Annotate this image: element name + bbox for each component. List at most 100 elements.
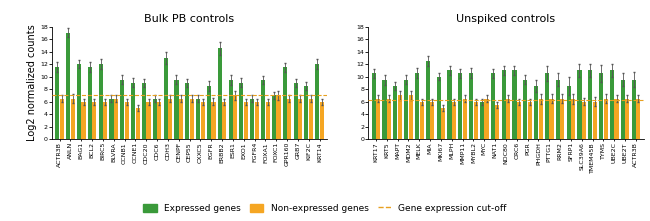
Bar xyxy=(437,77,441,139)
Bar xyxy=(60,99,64,139)
Bar xyxy=(120,80,124,139)
Bar xyxy=(153,99,157,139)
Bar xyxy=(164,58,168,139)
Bar xyxy=(528,102,532,139)
Bar xyxy=(283,67,287,139)
Bar xyxy=(298,99,302,139)
Title: Unspiked controls: Unspiked controls xyxy=(456,14,556,24)
Bar xyxy=(599,73,603,139)
Bar xyxy=(430,102,434,139)
Bar xyxy=(604,99,608,139)
Bar xyxy=(398,95,402,139)
Bar xyxy=(625,99,629,139)
Bar xyxy=(77,64,81,139)
Bar xyxy=(196,99,200,139)
Bar xyxy=(506,99,510,139)
Bar xyxy=(66,33,70,139)
Bar xyxy=(157,102,161,139)
Bar xyxy=(491,73,495,139)
Bar xyxy=(621,80,625,139)
Bar xyxy=(567,86,571,139)
Bar xyxy=(463,99,467,139)
Bar xyxy=(315,64,319,139)
Bar xyxy=(146,102,151,139)
Bar xyxy=(309,99,313,139)
Bar xyxy=(480,102,484,139)
Bar xyxy=(239,83,244,139)
Bar xyxy=(125,102,129,139)
Legend: Expressed genes, Non-expressed genes, Gene expression cut-off: Expressed genes, Non-expressed genes, Ge… xyxy=(140,200,510,217)
Bar xyxy=(495,105,499,139)
Bar xyxy=(409,95,413,139)
Bar xyxy=(131,83,135,139)
Bar xyxy=(190,99,194,139)
Bar xyxy=(588,70,592,139)
Bar xyxy=(458,73,462,139)
Bar xyxy=(114,99,118,139)
Bar xyxy=(142,83,146,139)
Bar xyxy=(185,83,189,139)
Bar xyxy=(287,99,291,139)
Bar xyxy=(222,102,226,139)
Bar xyxy=(441,108,445,139)
Bar xyxy=(556,80,560,139)
Bar xyxy=(593,102,597,139)
Bar xyxy=(419,102,424,139)
Bar xyxy=(517,102,521,139)
Bar xyxy=(103,102,107,139)
Bar xyxy=(261,80,265,139)
Bar xyxy=(512,70,517,139)
Bar xyxy=(272,95,276,139)
Bar xyxy=(571,99,575,139)
Bar xyxy=(582,102,586,139)
Bar xyxy=(614,99,619,139)
Bar xyxy=(136,108,140,139)
Bar xyxy=(250,99,254,139)
Bar xyxy=(636,99,640,139)
Bar xyxy=(174,80,179,139)
Bar xyxy=(81,102,86,139)
Bar xyxy=(372,73,376,139)
Bar xyxy=(92,102,96,139)
Bar xyxy=(560,99,564,139)
Bar xyxy=(55,67,59,139)
Bar xyxy=(218,48,222,139)
Bar xyxy=(304,86,309,139)
Bar xyxy=(404,80,408,139)
Bar xyxy=(211,102,216,139)
Bar xyxy=(447,70,452,139)
Bar xyxy=(387,99,391,139)
Bar xyxy=(276,95,281,139)
Bar xyxy=(99,64,103,139)
Title: Bulk PB controls: Bulk PB controls xyxy=(144,14,235,24)
Bar xyxy=(376,99,380,139)
Bar xyxy=(534,86,538,139)
Bar xyxy=(320,102,324,139)
Bar xyxy=(426,61,430,139)
Bar xyxy=(71,99,75,139)
Bar xyxy=(233,95,237,139)
Bar xyxy=(539,99,543,139)
Bar xyxy=(469,73,473,139)
Bar xyxy=(502,70,506,139)
Bar xyxy=(545,73,549,139)
Bar xyxy=(577,70,582,139)
Bar xyxy=(109,99,114,139)
Bar xyxy=(549,99,554,139)
Y-axis label: Log2 normalized counts: Log2 normalized counts xyxy=(27,25,37,141)
Bar xyxy=(255,102,259,139)
Bar xyxy=(452,102,456,139)
Bar xyxy=(207,86,211,139)
Bar xyxy=(179,99,183,139)
Bar xyxy=(393,86,397,139)
Bar xyxy=(266,102,270,139)
Bar xyxy=(610,70,614,139)
Bar xyxy=(415,73,419,139)
Bar xyxy=(474,102,478,139)
Bar xyxy=(382,80,387,139)
Bar xyxy=(244,102,248,139)
Bar xyxy=(294,83,298,139)
Bar xyxy=(168,99,172,139)
Bar xyxy=(88,67,92,139)
Bar xyxy=(632,80,636,139)
